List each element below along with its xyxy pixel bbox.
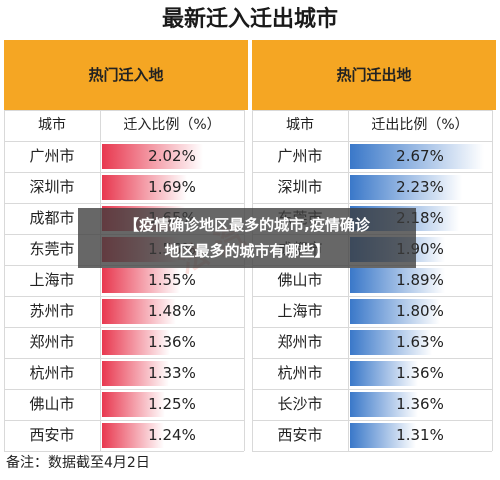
in-row-line-6 xyxy=(4,296,244,297)
in-value-label-4: 1.55% xyxy=(148,271,196,289)
in-row-line-3 xyxy=(4,203,244,204)
in-bar-8 xyxy=(102,392,165,417)
in-row-line-2 xyxy=(4,172,244,173)
in-value-label-6: 1.36% xyxy=(148,333,196,351)
in-city-4: 上海市 xyxy=(29,271,75,289)
in-city-7: 杭州市 xyxy=(29,364,75,382)
out-row-line-9 xyxy=(252,389,492,390)
out-bar-4 xyxy=(350,268,445,293)
out-row-line-6 xyxy=(252,296,492,297)
in-row-line-9 xyxy=(4,389,244,390)
out-value-label-5: 1.80% xyxy=(396,302,444,320)
out-col-city: 城市 xyxy=(286,117,314,133)
out-value-label-4: 1.89% xyxy=(396,271,444,289)
in-row-line-1 xyxy=(4,141,244,142)
in-col-line-0 xyxy=(4,110,5,451)
out-city-7: 杭州市 xyxy=(277,364,323,382)
out-row-line-7 xyxy=(252,327,492,328)
out-bar-1 xyxy=(350,175,462,200)
out-value-label-7: 1.36% xyxy=(396,364,444,382)
in-city-2: 成都市 xyxy=(29,209,75,227)
out-bar-0 xyxy=(350,144,484,169)
out-bar-9 xyxy=(350,423,416,448)
out-value-label-8: 1.36% xyxy=(396,395,444,413)
in-city-3: 东莞市 xyxy=(29,240,75,258)
in-city-1: 深圳市 xyxy=(29,178,75,196)
out-bar-8 xyxy=(350,392,418,417)
migration-table: 城市迁入比例（%）广州市2.02%深圳市1.69%成都市1.65%东莞市1.56… xyxy=(4,110,496,452)
in-bar-0 xyxy=(102,144,203,169)
out-value-label-0: 2.67% xyxy=(396,147,444,165)
out-row-line-3 xyxy=(252,203,492,204)
in-col-ratio: 迁入比例（%） xyxy=(123,117,221,133)
out-city-1: 深圳市 xyxy=(277,178,323,196)
in-row-line-10 xyxy=(4,420,244,421)
out-city-8: 长沙市 xyxy=(277,395,323,413)
out-city-5: 上海市 xyxy=(277,302,323,320)
out-city-6: 郑州市 xyxy=(277,333,323,351)
in-row-line-11 xyxy=(4,451,244,452)
in-bar-7 xyxy=(102,361,169,386)
in-value-label-9: 1.24% xyxy=(148,426,196,444)
in-city-6: 郑州市 xyxy=(29,333,75,351)
out-row-line-11 xyxy=(252,451,492,452)
in-bar-4 xyxy=(102,268,180,293)
out-city-9: 西安市 xyxy=(277,426,323,444)
in-col-line-1 xyxy=(100,110,101,451)
in-city-9: 西安市 xyxy=(29,426,75,444)
in-bar-6 xyxy=(102,330,170,355)
out-col-line-2 xyxy=(492,110,493,451)
banner-line-1: 【疫情确诊地区最多的城市,疫情确诊 xyxy=(124,216,370,234)
out-col-line-0 xyxy=(252,110,253,451)
in-bar-5 xyxy=(102,299,176,324)
in-value-label-0: 2.02% xyxy=(148,147,196,165)
chart-title: 最新迁入迁出城市 xyxy=(0,0,500,40)
in-col-city: 城市 xyxy=(38,117,66,133)
in-city-8: 佛山市 xyxy=(29,395,75,413)
out-city-4: 佛山市 xyxy=(277,271,323,289)
in-table-header: 热门迁入地 xyxy=(4,40,248,110)
out-col-line-1 xyxy=(348,110,349,451)
out-row-line-1 xyxy=(252,141,492,142)
out-row-line-10 xyxy=(252,420,492,421)
in-row-line-0 xyxy=(4,110,244,111)
in-row-line-8 xyxy=(4,358,244,359)
footnote: 备注：数据截至4月2日 xyxy=(6,455,150,471)
in-value-label-8: 1.25% xyxy=(148,395,196,413)
out-table-header: 热门迁出地 xyxy=(252,40,496,110)
in-col-line-2 xyxy=(244,110,245,451)
in-city-0: 广州市 xyxy=(29,147,75,165)
out-row-line-2 xyxy=(252,172,492,173)
out-bar-6 xyxy=(350,330,432,355)
in-bar-9 xyxy=(102,423,164,448)
out-bar-7 xyxy=(350,361,418,386)
out-row-line-8 xyxy=(252,358,492,359)
out-value-label-9: 1.31% xyxy=(396,426,444,444)
out-row-line-0 xyxy=(252,110,492,111)
in-city-5: 苏州市 xyxy=(29,302,75,320)
out-col-ratio: 迁出比例（%） xyxy=(371,117,469,133)
headline-banner[interactable]: 【疫情确诊地区最多的城市,疫情确诊 地区最多的城市有哪些】 xyxy=(78,208,416,268)
banner-line-2: 地区最多的城市有哪些】 xyxy=(164,242,330,260)
out-city-0: 广州市 xyxy=(277,147,323,165)
in-value-label-7: 1.33% xyxy=(148,364,196,382)
in-row-line-7 xyxy=(4,327,244,328)
in-bar-1 xyxy=(102,175,187,200)
out-value-label-1: 2.23% xyxy=(396,178,444,196)
in-value-label-5: 1.48% xyxy=(148,302,196,320)
in-value-label-1: 1.69% xyxy=(148,178,196,196)
out-value-label-6: 1.63% xyxy=(396,333,444,351)
out-bar-5 xyxy=(350,299,440,324)
